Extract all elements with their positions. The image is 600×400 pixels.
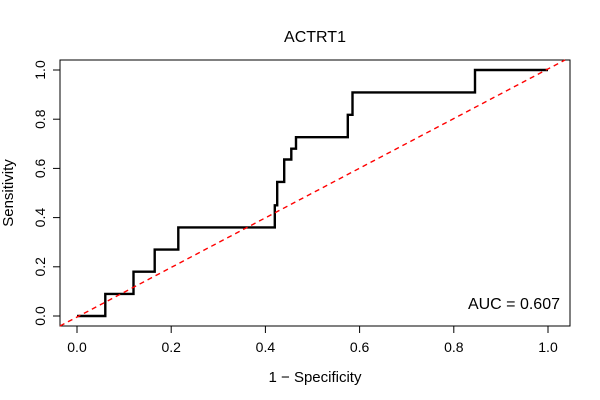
y-axis: 0.0 0.2 0.4 0.6 0.8 1.0 [32, 60, 61, 326]
y-tick-label: 0.4 [32, 208, 48, 228]
x-tick-label: 1.0 [538, 339, 558, 355]
y-tick-label: 0.8 [32, 109, 48, 129]
x-tick-label: 0.2 [161, 339, 181, 355]
y-tick-label: 0.0 [32, 306, 48, 326]
y-axis-label: Sensitivity [0, 159, 17, 227]
x-tick-label: 0.4 [256, 339, 276, 355]
x-axis: 0.0 0.2 0.4 0.6 0.8 1.0 [67, 325, 558, 355]
x-axis-label: 1 − Specificity [269, 369, 362, 386]
x-tick-label: 0.6 [350, 339, 370, 355]
roc-curve-line [77, 68, 548, 318]
reference-diagonal-line [59, 59, 566, 327]
series-layer [59, 59, 566, 327]
plot-area [59, 59, 571, 327]
x-tick-label: 0.0 [67, 339, 87, 355]
chart-title: ACTRT1 [284, 29, 346, 46]
x-tick-label: 0.8 [444, 339, 464, 355]
y-tick-label: 1.0 [32, 60, 48, 80]
y-tick-label: 0.6 [32, 158, 48, 178]
auc-annotation: AUC = 0.607 [468, 296, 560, 313]
y-tick-label: 0.2 [32, 257, 48, 277]
